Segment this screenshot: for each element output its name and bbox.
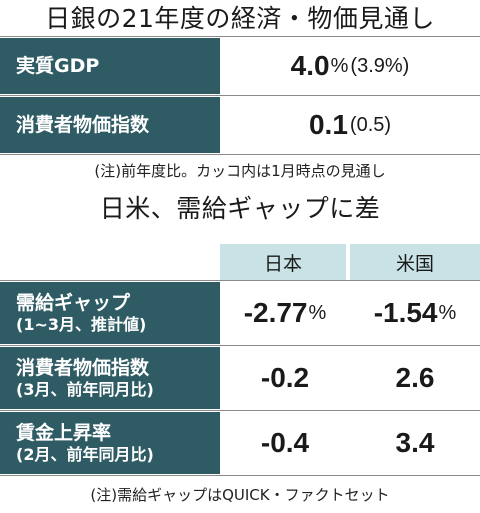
header-rule [0, 280, 480, 281]
value-number: 4.0 [290, 50, 330, 81]
row-sublabel: (3月、前年同月比) [16, 379, 154, 399]
value-japan: -0.2 [260, 362, 310, 393]
row-rule [0, 345, 480, 346]
value-real-gdp: 4.0% (3.9%) [220, 38, 480, 94]
value-us: 2.6 [395, 362, 435, 393]
row-rule [0, 154, 480, 155]
value-japan: -2.77% [243, 297, 327, 328]
row-rule [0, 410, 480, 411]
row-label-wage-growth: 賃金上昇率 (2月、前年同月比) [0, 412, 220, 474]
value-us: 3.4 [395, 427, 435, 458]
column-header-japan: 日本 [220, 244, 346, 280]
value-cpi: 0.1 (0.5) [220, 97, 480, 153]
table-row: 賃金上昇率 (2月、前年同月比) -0.4 3.4 [0, 412, 480, 474]
row-sublabel: (2月、前年同月比) [16, 444, 154, 464]
row-label-cpi: 消費者物価指数 [0, 97, 220, 153]
chart-title-outlook: 日銀の21年度の経済・物価見通し [45, 4, 435, 33]
table-row: 消費者物価指数 (3月、前年同月比) -0.2 2.6 [0, 347, 480, 409]
row-rule [0, 475, 480, 476]
row-label-output-gap: 需給ギャップ (1~3月、推計値) [0, 282, 220, 344]
row-sublabel: (1~3月、推計値) [16, 314, 147, 334]
chart-title-gap: 日米、需給ギャップに差 [99, 194, 381, 223]
value-unit: % [330, 54, 349, 77]
row-label-real-gdp: 実質GDP [0, 38, 220, 94]
value-number: 0.1 [308, 109, 348, 140]
previous-forecast: (0.5) [349, 113, 392, 136]
value-japan: -0.4 [260, 427, 310, 458]
column-header-us: 米国 [350, 244, 480, 280]
table-row: 需給ギャップ (1~3月、推計値) -2.77% -1.54% [0, 282, 480, 344]
row-label-cpi-2: 消費者物価指数 (3月、前年同月比) [0, 347, 220, 409]
top-rule [0, 36, 480, 37]
value-us: -1.54% [373, 297, 457, 328]
table-row: 消費者物価指数 0.1 (0.5) [0, 97, 480, 153]
table-note: (注)需給ギャップはQUICK・ファクトセット [90, 486, 390, 504]
table-row: 実質GDP 4.0% (3.9%) [0, 38, 480, 94]
table-note: (注)前年度比。カッコ内は1月時点の見通し [94, 162, 386, 180]
row-rule [0, 95, 480, 96]
previous-forecast: (3.9%) [350, 54, 410, 77]
